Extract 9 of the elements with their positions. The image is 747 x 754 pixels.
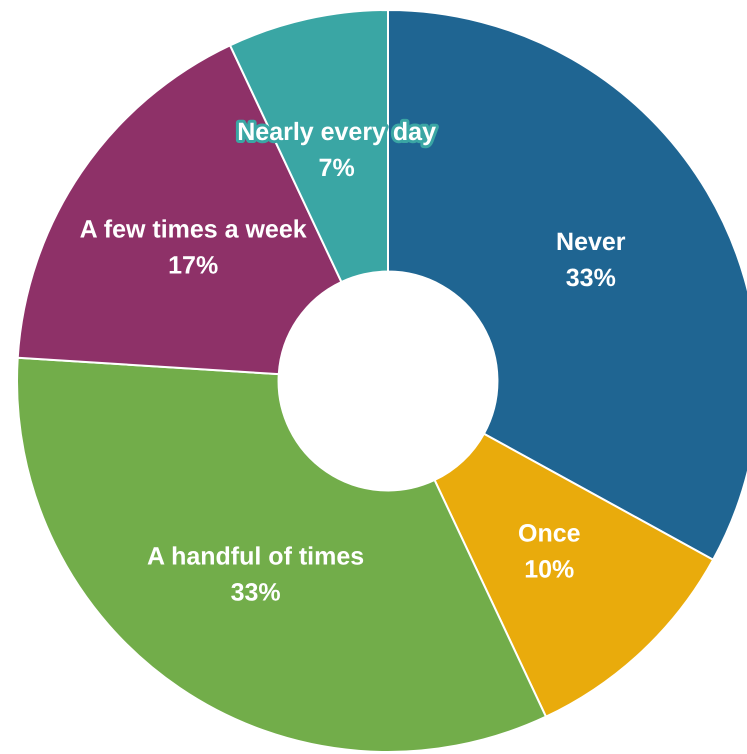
data-label: 7% [318, 154, 355, 182]
slice-label: A few times a week [80, 215, 307, 244]
slice-label: Once [518, 520, 581, 548]
data-label: 17% [168, 251, 218, 280]
data-label: 10% [524, 556, 574, 584]
slice-label: A handful of times [147, 542, 364, 571]
slice-label: Never [556, 228, 626, 256]
data-label: 33% [566, 264, 616, 292]
data-label: 33% [230, 578, 281, 607]
